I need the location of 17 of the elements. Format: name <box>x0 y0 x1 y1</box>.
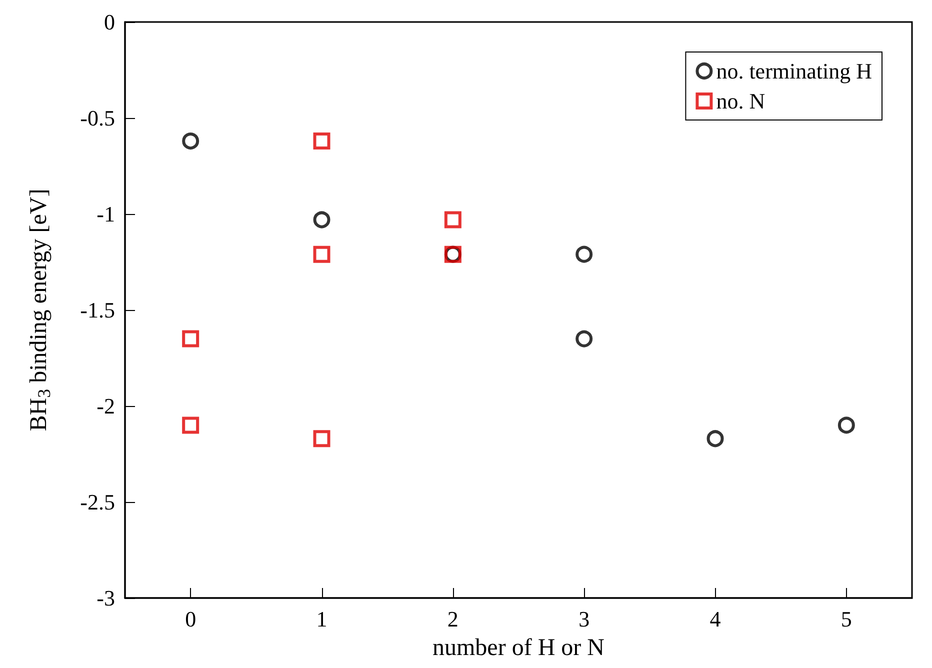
x-tick-label: 5 <box>840 606 852 632</box>
y-tick-label: -2.5 <box>80 490 115 514</box>
x-axis-title: number of H or N <box>432 635 604 661</box>
x-tick-label: 4 <box>710 606 721 632</box>
y-tick-label: -1 <box>96 202 115 226</box>
legend-label: no. terminating H <box>716 58 872 84</box>
y-tick-label: -3 <box>96 586 115 610</box>
y-axis-title: BH3 binding energy [eV] <box>26 188 54 432</box>
y-tick-label: 0 <box>104 10 115 34</box>
x-tick-label: 3 <box>578 606 590 632</box>
y-tick-label: -2 <box>96 394 115 418</box>
y-tick-label: -1.5 <box>80 298 115 322</box>
x-tick-label: 2 <box>447 606 458 632</box>
x-tick-label: 0 <box>185 606 196 632</box>
y-tick-label: -0.5 <box>80 106 115 130</box>
x-tick-label: 1 <box>316 606 328 632</box>
legend-label: no. N <box>716 88 766 114</box>
